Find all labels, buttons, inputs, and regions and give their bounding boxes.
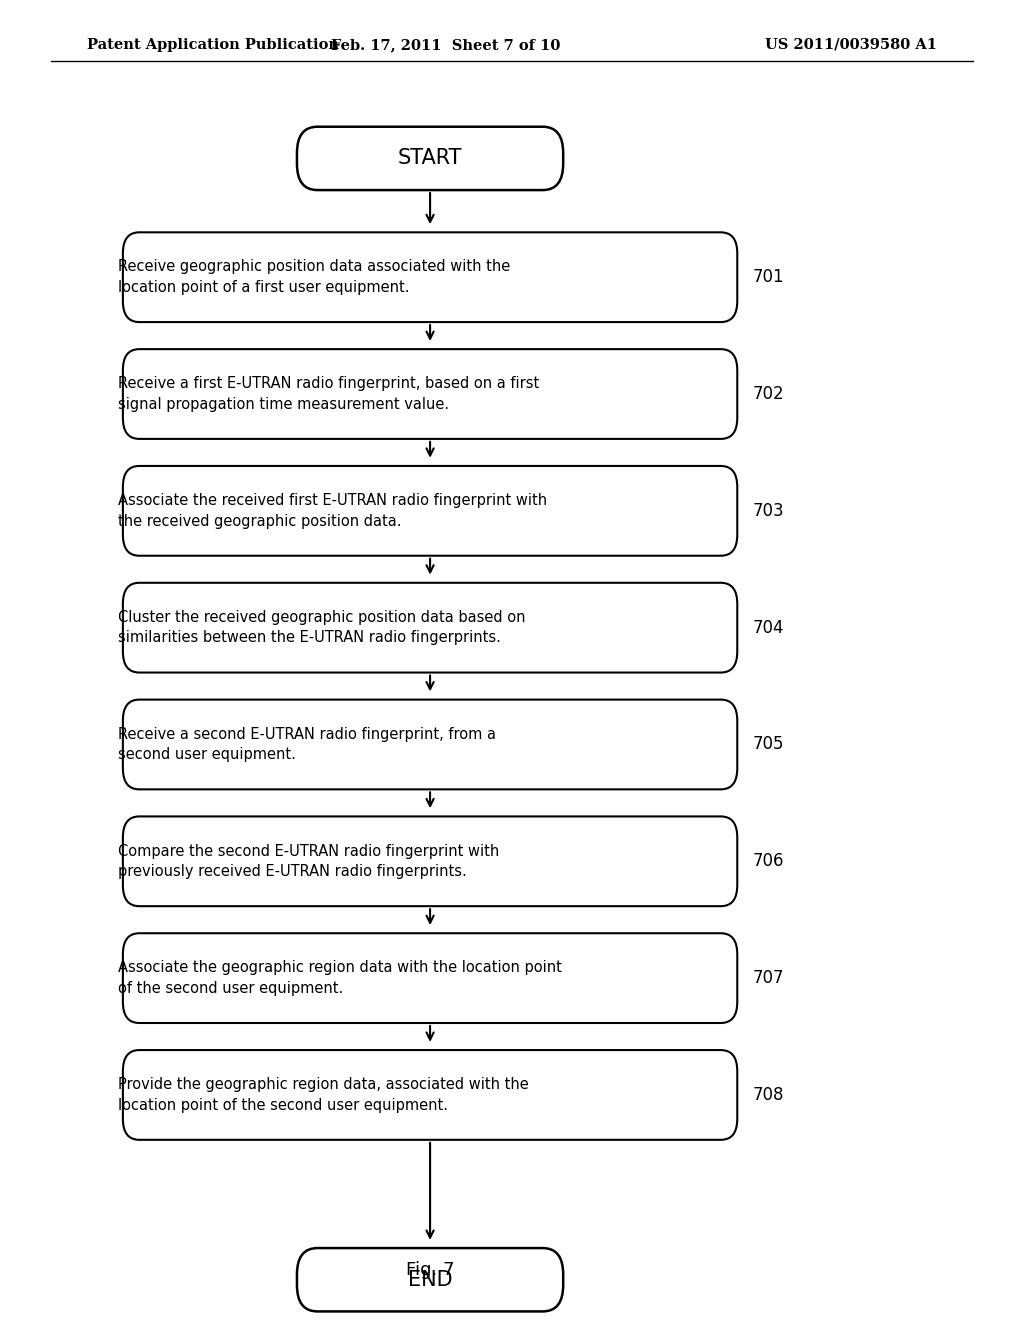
Text: 703: 703 bbox=[753, 502, 784, 520]
Text: Patent Application Publication: Patent Application Publication bbox=[87, 38, 339, 51]
Text: END: END bbox=[408, 1270, 453, 1290]
Text: 701: 701 bbox=[753, 268, 784, 286]
FancyBboxPatch shape bbox=[297, 1247, 563, 1311]
FancyBboxPatch shape bbox=[123, 466, 737, 556]
FancyBboxPatch shape bbox=[123, 816, 737, 906]
Text: Receive a first E-UTRAN radio fingerprint, based on a first
signal propagation t: Receive a first E-UTRAN radio fingerprin… bbox=[118, 376, 539, 412]
FancyBboxPatch shape bbox=[123, 232, 737, 322]
Text: Feb. 17, 2011  Sheet 7 of 10: Feb. 17, 2011 Sheet 7 of 10 bbox=[331, 38, 560, 51]
Text: Compare the second E-UTRAN radio fingerprint with
previously received E-UTRAN ra: Compare the second E-UTRAN radio fingerp… bbox=[118, 843, 499, 879]
FancyBboxPatch shape bbox=[123, 700, 737, 789]
FancyBboxPatch shape bbox=[297, 127, 563, 190]
FancyBboxPatch shape bbox=[123, 583, 737, 672]
FancyBboxPatch shape bbox=[123, 348, 737, 438]
Text: Fig. 7: Fig. 7 bbox=[406, 1261, 455, 1279]
Text: 708: 708 bbox=[753, 1086, 784, 1104]
Text: 706: 706 bbox=[753, 853, 784, 870]
Text: US 2011/0039580 A1: US 2011/0039580 A1 bbox=[765, 38, 937, 51]
Text: 705: 705 bbox=[753, 735, 784, 754]
Text: Associate the geographic region data with the location point
of the second user : Associate the geographic region data wit… bbox=[118, 961, 561, 995]
Text: Associate the received first E-UTRAN radio fingerprint with
the received geograp: Associate the received first E-UTRAN rad… bbox=[118, 494, 547, 528]
Text: START: START bbox=[398, 148, 462, 169]
Text: Receive a second E-UTRAN radio fingerprint, from a
second user equipment.: Receive a second E-UTRAN radio fingerpri… bbox=[118, 727, 496, 762]
Text: Provide the geographic region data, associated with the
location point of the se: Provide the geographic region data, asso… bbox=[118, 1077, 528, 1113]
Text: Receive geographic position data associated with the
location point of a first u: Receive geographic position data associa… bbox=[118, 260, 510, 294]
Text: 702: 702 bbox=[753, 385, 784, 403]
FancyBboxPatch shape bbox=[123, 933, 737, 1023]
Text: 707: 707 bbox=[753, 969, 784, 987]
Text: Cluster the received geographic position data based on
similarities between the : Cluster the received geographic position… bbox=[118, 610, 525, 645]
Text: 704: 704 bbox=[753, 619, 784, 636]
FancyBboxPatch shape bbox=[123, 1049, 737, 1139]
